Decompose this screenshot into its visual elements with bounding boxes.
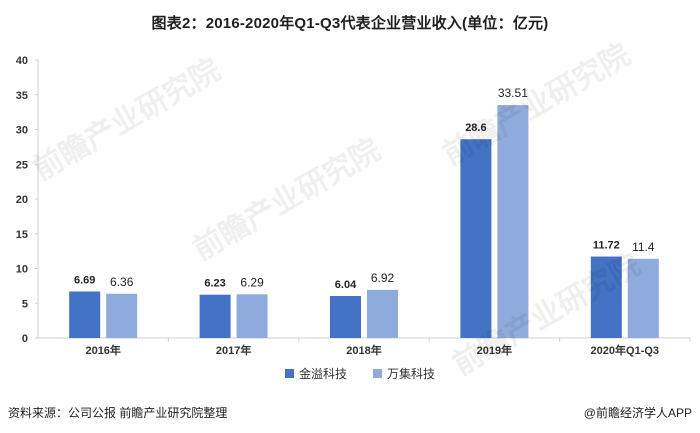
data-label: 11.72 [593,240,620,252]
y-tick-label: 5 [22,298,28,310]
legend-swatch [285,369,294,378]
bar-series-1 [590,256,622,338]
y-tick-label: 0 [22,333,28,345]
x-tick-label: 2017年 [216,343,251,357]
data-label: 6.92 [371,271,395,285]
data-label: 6.04 [335,279,357,291]
data-label: 6.29 [240,275,264,289]
data-label: 6.69 [74,275,95,287]
brand-credit: @前瞻经济学人APP [583,406,692,420]
data-label: 6.36 [110,275,134,289]
bar-series-1 [69,291,101,338]
y-tick-label: 25 [16,159,28,171]
data-label: 11.4 [632,240,655,254]
data-label: 6.23 [204,278,225,290]
x-tick-label: 2016年 [85,343,120,357]
y-tick-label: 20 [16,194,28,206]
legend-label: 万集科技 [387,366,435,381]
legend-label: 金溢科技 [299,366,347,381]
bar-series-2 [367,289,398,338]
x-tick-label: 2020年Q1-Q3 [591,343,659,357]
data-label: 28.6 [465,122,486,134]
bar-chart: 0 5 10 15 20 25 30 35 40 6.69 6.36 2016年 6.23 6.29 201… [16,55,691,381]
bar-series-2 [106,293,138,338]
x-tick-label: 2019年 [477,343,512,357]
bar-series-2 [627,258,659,338]
y-tick-label: 10 [16,264,28,276]
x-tick-label: 2018年 [346,343,381,357]
y-tick-label: 35 [16,90,28,102]
bar-series-1 [330,296,361,338]
legend-swatch [373,369,382,378]
bar-series-2 [236,294,268,338]
y-tick-label: 15 [16,229,28,241]
source-note: 资料来源：公司公报 前瞻产业研究院整理 [8,406,228,420]
data-label: 33.51 [498,86,528,100]
bar-series-2 [497,105,529,338]
bar-series-1 [199,294,231,338]
bar-series-1 [460,139,492,338]
chart-title: 图表2：2016-2020年Q1-Q3代表企业营业收入(单位：亿元) [151,15,549,32]
y-tick-label: 40 [16,55,28,67]
y-tick-label: 30 [16,125,28,137]
